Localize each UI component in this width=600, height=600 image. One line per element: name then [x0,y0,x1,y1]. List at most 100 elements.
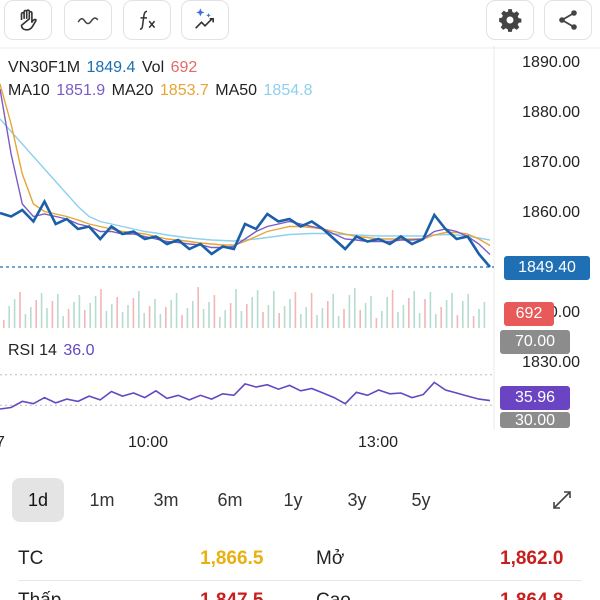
indicator-button[interactable] [123,0,171,40]
volume-bar [462,301,464,328]
stat-tc-label: TC [18,548,44,569]
volume-bar [262,312,264,328]
y-tick-1830: 1830.00 [522,354,580,371]
volume-bar [197,287,199,328]
settings-button[interactable] [486,0,534,40]
legend-vol-label: Vol [141,59,165,76]
volume-bar [208,302,210,328]
volume-bar [159,314,162,328]
legend-ma50-label: MA50 [215,82,258,99]
volume-bar [143,313,145,328]
rsi-value-tag: 35.96 [500,386,570,410]
rsi-lower-tag: 30.00 [500,412,570,428]
period-1y[interactable]: 1y [283,489,303,510]
period-5y[interactable]: 5y [411,489,431,510]
volume-bar [348,295,351,328]
volume-bar [402,305,405,328]
volume-bar [478,309,480,328]
volume-bar [370,296,372,328]
period-1m[interactable]: 1m [89,489,115,510]
y-tick-1880: 1880.00 [522,104,580,121]
volume-bar [456,315,459,328]
period-selector: 1d 1m 3m 6m 1y 3y 5y [0,478,600,522]
chart-toolbar [0,0,600,44]
chart-canvas[interactable] [0,46,600,430]
trendline-tool-button[interactable] [64,0,112,40]
magic-sparkle-icon [195,8,214,29]
volume-bar [3,320,5,328]
volume-bar [386,297,388,328]
volume-bar [192,301,194,328]
legend-vol-value: 692 [170,59,198,76]
period-1d[interactable]: 1d [12,478,64,522]
volume-bar [111,304,113,328]
period-3m[interactable]: 3m [153,489,179,510]
volume-bar [305,307,307,328]
volume-bar [165,307,167,328]
rsi-line [0,381,491,410]
hand-tool-button[interactable] [4,0,52,40]
volume-bar [73,302,75,328]
legend-ma10-value: 1851.9 [56,82,106,99]
fullscreen-button[interactable] [536,478,588,522]
volume-bar [105,311,108,328]
volume-bar [354,288,356,328]
y-tick-1860: 1860.00 [522,204,580,221]
x-tick-1000: 10:00 [128,434,169,451]
volume-bar [467,294,469,328]
legend-ma20-value: 1853.7 [159,82,209,99]
auto-analysis-button[interactable] [181,0,229,40]
volume-bar [321,308,324,328]
volume-bar [391,290,394,328]
period-6m[interactable]: 6m [217,489,243,510]
volume-bar [40,293,43,328]
volume-bar [278,313,280,328]
volume-bar [381,311,383,328]
volume-bar [94,296,97,328]
volume-bar [397,312,399,328]
stat-low-value: 1,847.5 [200,590,263,600]
volume-bar [413,291,415,328]
volume-bar [219,317,221,328]
volume-bar [51,301,54,328]
share-button[interactable] [544,0,592,40]
volume-bar [186,308,189,328]
volume-bar [375,318,378,328]
volume-bar [84,310,86,328]
period-3y[interactable]: 3y [347,489,367,510]
volume-bar [256,290,259,328]
volume-bar [472,316,475,328]
series-line-ma50 [0,118,491,242]
volume-bar [408,298,410,328]
volume-bar [235,289,237,328]
volume-bar [364,303,367,328]
volume-bar [213,295,216,328]
volume-bar [30,307,32,328]
legend-price: 1849.4 [86,59,136,76]
stat-low-label: Thấp [18,590,61,600]
series-line-ma20 [0,83,491,247]
price-chart[interactable] [0,46,600,430]
volume-bar [343,309,345,328]
volume-bar [78,295,81,328]
stat-open-value: 1,862.0 [500,548,564,569]
volume-bar [316,315,318,328]
expand-arrows-icon [553,491,571,509]
volume-bar [424,299,426,328]
volume-bar [224,310,226,328]
volume-tag: 692 [504,302,554,326]
volume-bar [440,307,442,328]
volume-bar [418,313,421,328]
rsi-legend: RSI 14 36.0 [8,342,97,360]
function-fx-icon [139,10,156,30]
y-tick-1870: 1870.00 [522,154,580,171]
volume-bar [100,289,102,328]
volume-bar [8,306,10,328]
ma-legend: MA10 1851.9 MA20 1853.7 MA50 1854.8 [8,82,314,100]
wave-line-icon [77,17,99,25]
volume-bar [300,314,302,328]
volume-bar [127,305,129,328]
share-icon [559,10,577,30]
volume-bar [121,312,124,328]
volume-bar [332,294,334,328]
